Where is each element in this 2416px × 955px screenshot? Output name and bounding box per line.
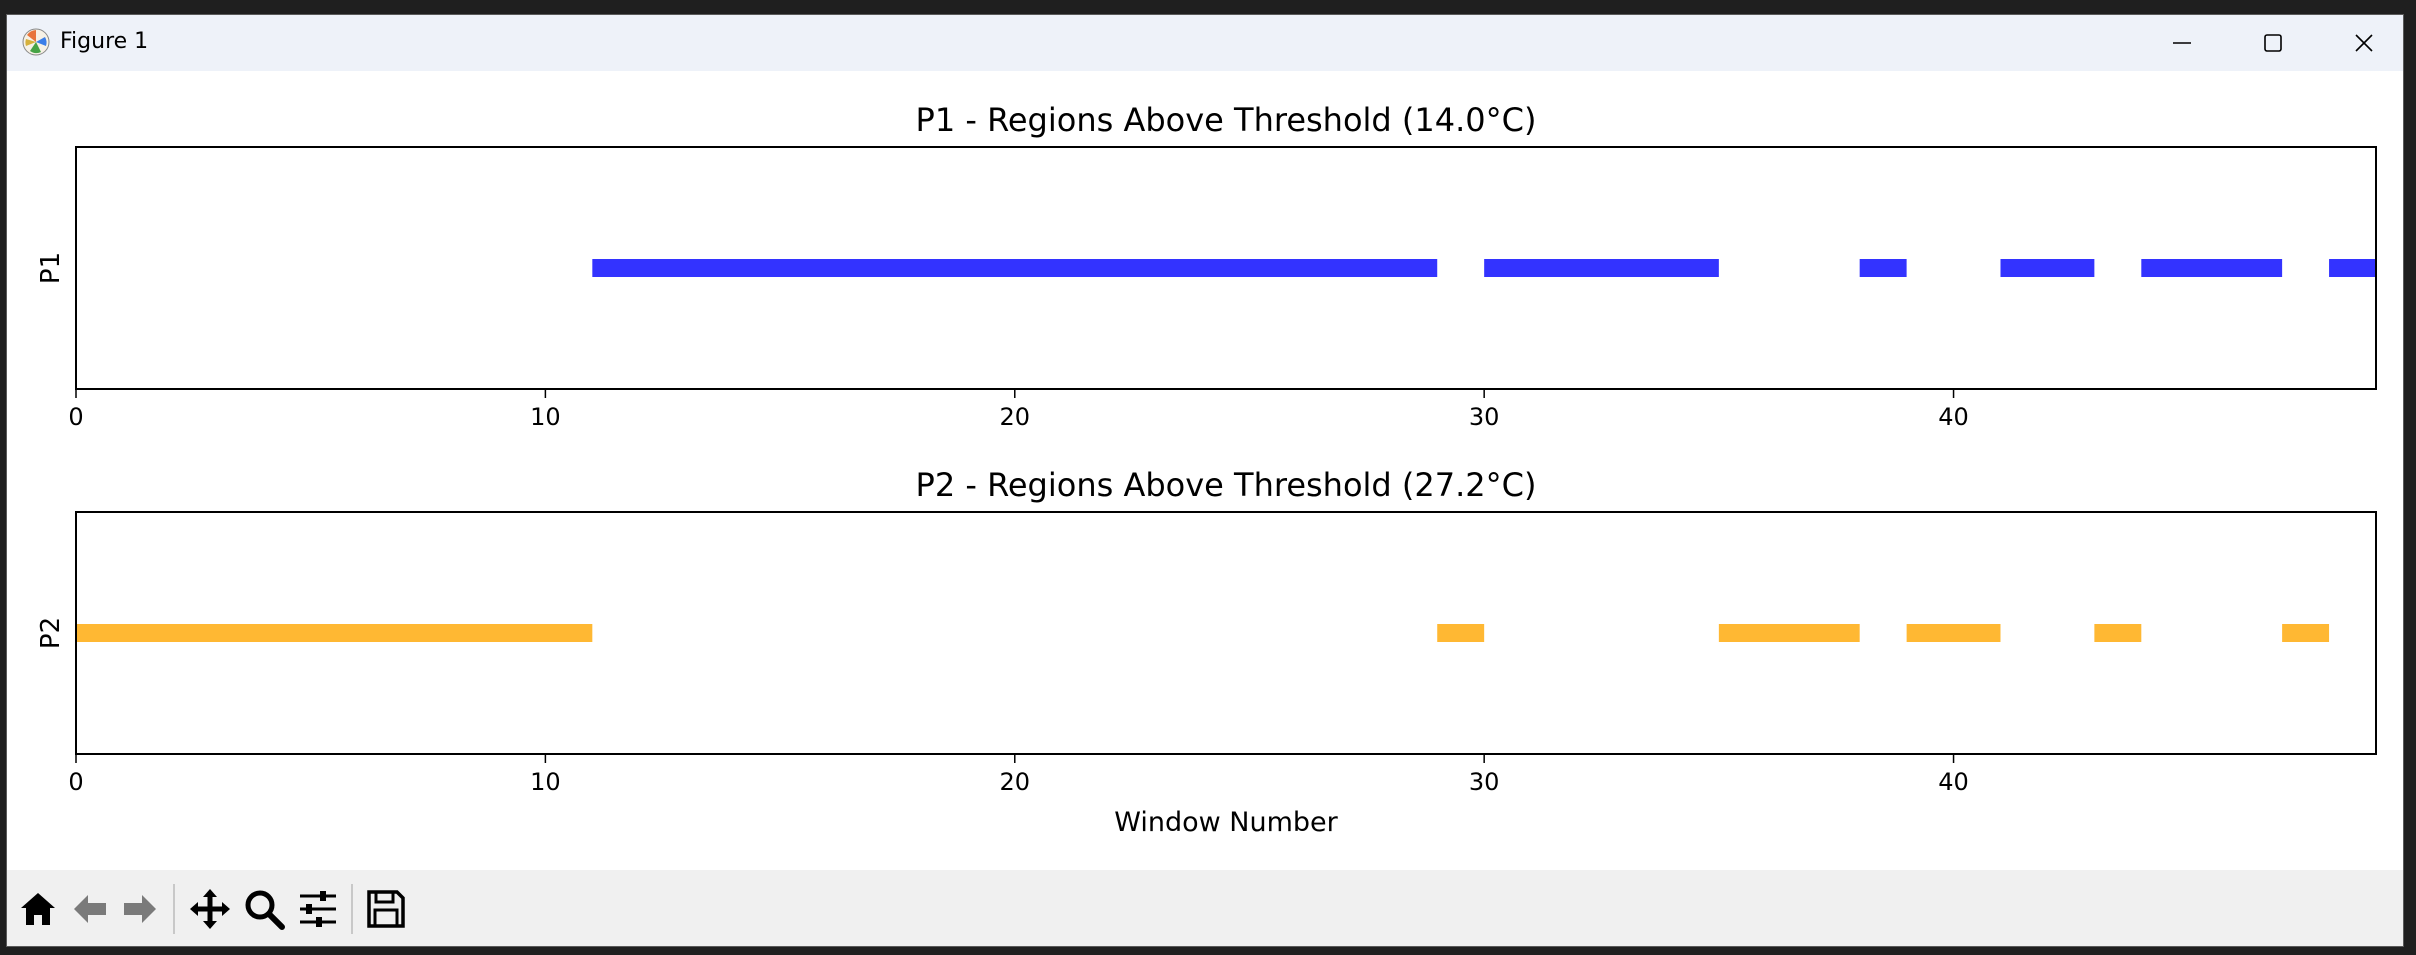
configure-subplots-button[interactable] [295, 886, 341, 932]
back-arrow-icon [74, 895, 106, 923]
toolbar-separator [351, 884, 353, 934]
bar-segment [1859, 259, 1907, 277]
maximize-icon [2264, 34, 2282, 52]
forward-arrow-icon [124, 895, 156, 923]
save-button[interactable] [363, 886, 409, 932]
pan-button[interactable] [187, 886, 233, 932]
zoom-icon [245, 890, 285, 930]
axes-frame [75, 511, 2377, 755]
x-tick-label: 0 [68, 768, 83, 796]
x-tick-label: 0 [68, 403, 83, 431]
minimize-icon [2173, 42, 2191, 44]
close-icon [2355, 34, 2373, 52]
x-tick-label: 20 [1000, 768, 1031, 796]
bar-segment [592, 259, 1438, 277]
home-icon [21, 893, 55, 925]
x-tick-label: 30 [1469, 768, 1500, 796]
figure-canvas: 0 10 20 30 40 P1 - Regions Above Threshold (1… [7, 71, 2403, 870]
chart-title: P2 - Regions Above Threshold (27.2°C) [916, 466, 1537, 504]
back-button[interactable] [67, 886, 113, 932]
matplotlib-app-icon [22, 28, 50, 56]
navigation-toolbar [7, 870, 2403, 946]
x-tick-label: 30 [1469, 403, 1500, 431]
bar-segment [2141, 259, 2283, 277]
y-axis-label: P2 [36, 617, 66, 649]
bar-segment [1437, 624, 1485, 642]
x-tick-label: 40 [1938, 403, 1969, 431]
bar-segment [1718, 624, 1860, 642]
bar-segment [1484, 259, 1719, 277]
save-icon [367, 890, 405, 928]
title-bar: Figure 1 [7, 15, 2403, 71]
bar-segment [2282, 624, 2330, 642]
window-title: Figure 1 [60, 29, 149, 54]
zoom-button[interactable] [241, 886, 287, 932]
y-axis-label: P1 [36, 252, 66, 284]
x-tick-label: 40 [1938, 768, 1969, 796]
x-tick-label: 20 [1000, 403, 1031, 431]
figure-window: Figure 1 0 10 20 30 40 P1 - Regions Above Thr… [6, 14, 2404, 947]
bar-segment [2094, 624, 2142, 642]
pan-icon [190, 889, 230, 929]
axes-frame [75, 146, 2377, 390]
home-button[interactable] [15, 886, 61, 932]
bar-segment [2329, 259, 2376, 277]
x-tick-label: 10 [530, 768, 561, 796]
bar-segment [2000, 259, 2095, 277]
maximize-button[interactable] [2233, 21, 2313, 65]
bar-segment [76, 624, 593, 642]
configure-subplots-icon [300, 891, 336, 927]
x-axis-label: Window Number [1114, 807, 1338, 838]
x-tick-label: 10 [530, 403, 561, 431]
forward-button[interactable] [117, 886, 163, 932]
close-button[interactable] [2324, 21, 2404, 65]
toolbar-separator [173, 884, 175, 934]
bar-segment [1906, 624, 2001, 642]
minimize-button[interactable] [2142, 21, 2222, 65]
chart-title: P1 - Regions Above Threshold (14.0°C) [916, 101, 1537, 139]
